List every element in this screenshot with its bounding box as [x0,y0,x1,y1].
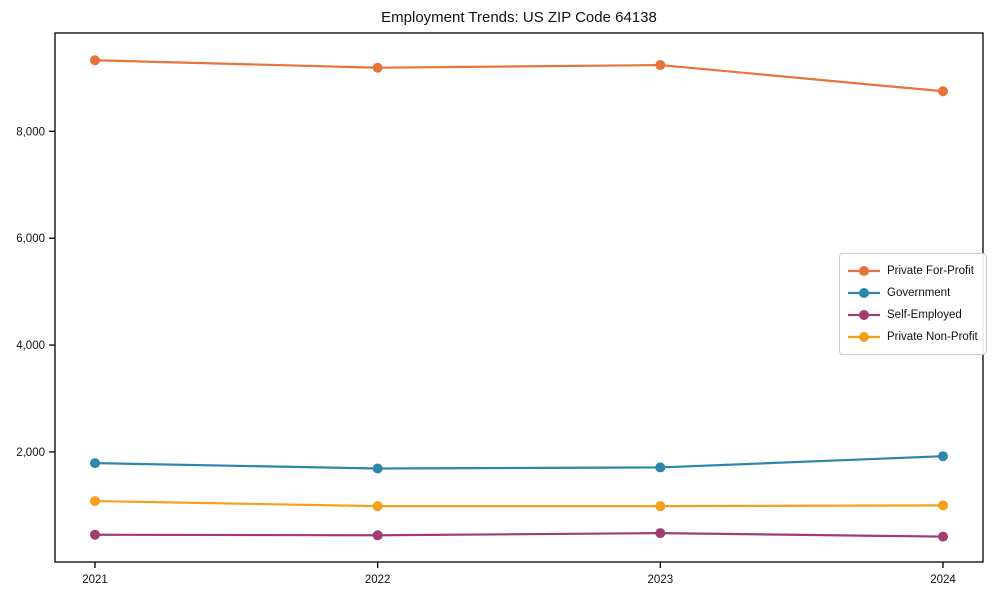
y-tick-label: 6,000 [16,233,45,245]
y-tick-label: 4,000 [16,340,45,352]
x-tick-label: 2024 [930,574,956,586]
series-marker-self-employed [655,528,666,539]
series-marker-self-employed [90,529,100,540]
x-tick-label: 2023 [648,574,674,586]
y-tick-label: 8,000 [16,126,45,138]
legend-item: Private For-Profit [848,260,978,282]
legend-item-label: Private Non-Profit [887,331,978,343]
legend: Private For-Profit Government Self-Employe… [839,253,987,355]
series-marker-private-non-profit [938,500,948,511]
series-line-private-non-profit [94,499,944,508]
series-marker-private-for-profit [938,86,948,97]
x-tick-label: 2022 [365,574,391,586]
series-line-self-employed [94,532,944,538]
legend-line-marker-icon [848,288,880,298]
legend-item: Self-Employed [848,304,978,326]
legend-line-marker-icon [848,310,880,320]
series-marker-private-non-profit [655,501,666,512]
legend-item: Private Non-Profit [848,326,978,348]
series-marker-government [938,451,948,462]
legend-item-label: Self-Employed [887,309,962,321]
chart-title: Employment Trends: US ZIP Code 64138 [381,9,657,26]
series-marker-self-employed [372,530,383,541]
legend-item-label: Private For-Profit [887,265,974,277]
legend-line-marker-icon [848,332,880,342]
series-marker-government [90,458,100,469]
series-marker-private-for-profit [655,60,666,71]
series-marker-private-non-profit [372,501,383,512]
series-marker-self-employed [938,531,948,542]
series-marker-private-for-profit [372,62,383,73]
legend-item: Government [848,282,978,304]
x-tick-label: 2021 [82,574,108,586]
series-marker-government [655,462,666,473]
series-marker-government [372,463,383,474]
series-line-government [94,455,944,470]
legend-line-marker-icon [848,266,880,276]
series-marker-private-non-profit [90,496,100,507]
y-tick-label: 2,000 [16,447,45,459]
series-line-private-for-profit [94,59,944,93]
series-marker-private-for-profit [90,55,100,66]
legend-item-label: Government [887,287,951,299]
